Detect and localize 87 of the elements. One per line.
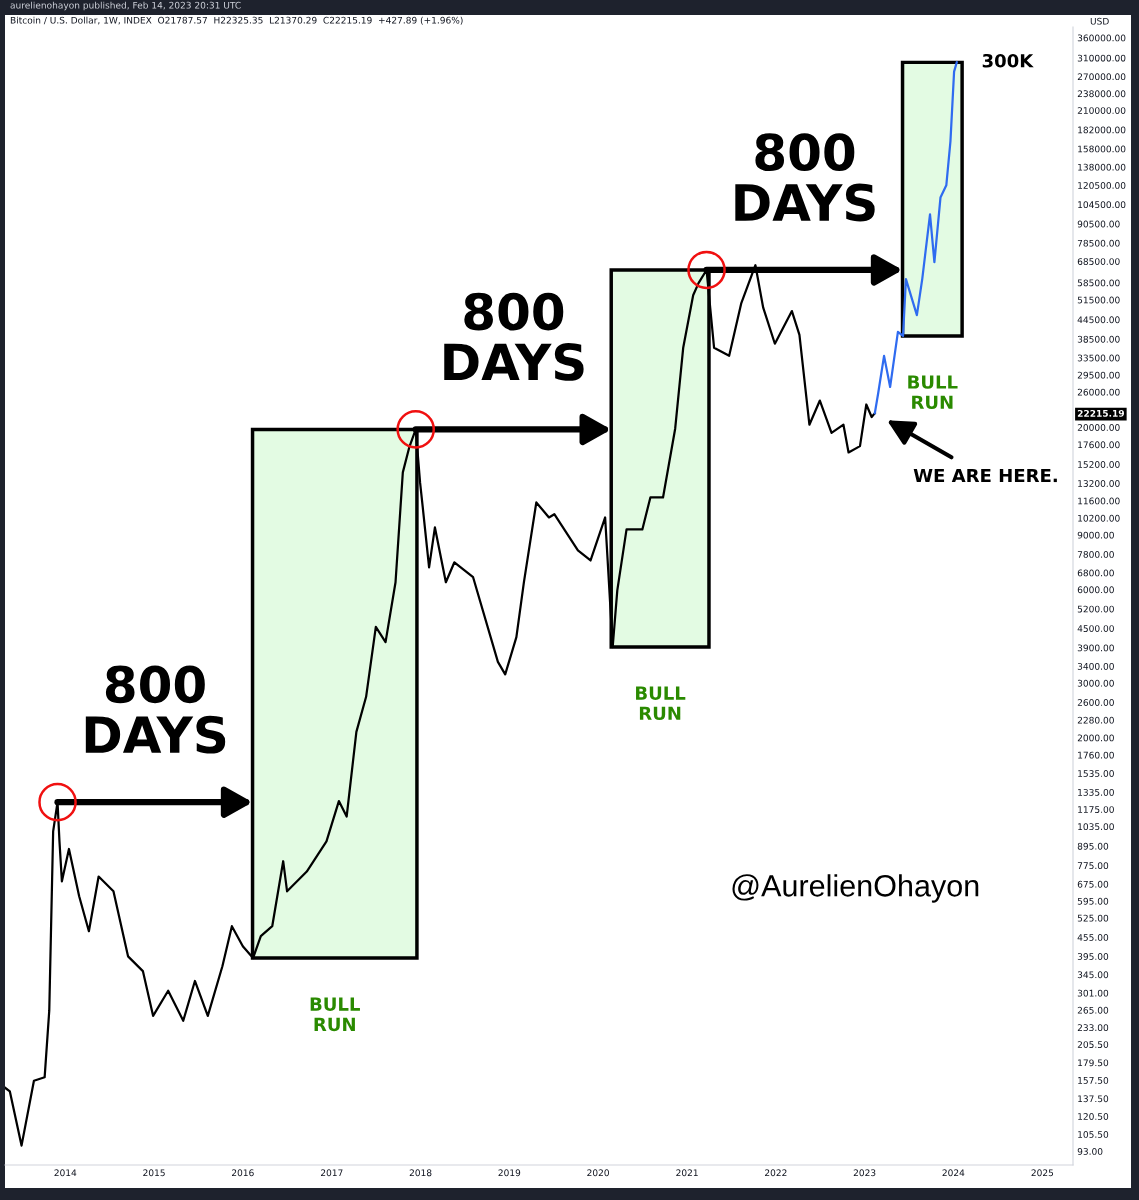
y-tick-label: 90500.00 [1077,220,1120,228]
y-tick-label: 1760.00 [1078,751,1114,759]
y-tick-label: 68500.00 [1077,258,1120,265]
x-tick-label: 2018 [409,1169,432,1177]
y-tick-label: 9000.00 [1077,531,1114,539]
y-tick-label: 33500.00 [1077,354,1120,362]
y-tick-label: 395.00 [1077,953,1109,960]
y-tick-label: 105.50 [1078,1131,1109,1138]
x-tick-label: 2019 [498,1169,521,1177]
y-tick-label: 310000.00 [1077,54,1126,62]
y-tick-label: 3900.00 [1077,644,1114,652]
x-tick-label: 2017 [320,1169,343,1177]
x-tick-label: 2021 [676,1169,698,1177]
y-tick-label: 5200.00 [1077,605,1114,613]
y-tick-label: 158000.00 [1078,145,1126,153]
y-tick-label: 270000.00 [1077,73,1126,81]
y-tick-label: 93.00 [1077,1148,1103,1155]
x-tick-label: 2022 [765,1169,787,1177]
y-tick-label: 301.00 [1077,989,1109,997]
chart-title: Bitcoin / U.S. Dollar, 1W, INDEX O21787.57 H22325.35 L21370.29 C22215.19 +427.89 (+1.96%) [10,16,463,25]
y-tick-label: 157.50 [1078,1077,1109,1084]
y-tick-label: 138000.00 [1078,163,1126,171]
y-tick-label: 104500.00 [1078,201,1126,209]
y-tick-label: 1035.00 [1078,823,1114,831]
y-tick-label: 7800.00 [1077,551,1114,558]
y-tick-label: 15200.00 [1078,461,1120,468]
y-tick-label: 2280.00 [1077,716,1114,724]
y-tick-label: 10200.00 [1078,514,1120,522]
y-tick-label: 1175.00 [1078,806,1114,813]
x-tick-label: 2016 [231,1169,254,1177]
y-tick-label: 1535.00 [1078,770,1114,777]
annotation: BULL RUN [908,375,958,410]
y-tick-label: 137.50 [1078,1095,1109,1103]
y-tick-label: 78500.00 [1077,239,1120,247]
y-tick-label: 2000.00 [1077,734,1114,742]
annotation: @AurelienOhayon [732,874,979,903]
x-tick-label: 2020 [587,1169,609,1177]
y-tick-label: 2600.00 [1077,699,1114,706]
y-tick-label: 20000.00 [1077,424,1120,431]
y-tick-label: 775.00 [1077,862,1109,870]
annotation: 800 DAYS [444,292,584,381]
annotation: BULL RUN [636,686,686,721]
y-tick-label: 44500.00 [1077,316,1120,324]
y-tick-label: 6000.00 [1077,586,1114,594]
line-series [873,61,958,415]
y-tick-label: 120500.00 [1078,182,1126,189]
x-tick-label: 2025 [1031,1169,1054,1177]
annotation: WE ARE HERE. [913,468,1057,483]
y-tick-label: 1335.00 [1078,788,1114,796]
y-tick-label: 675.00 [1077,880,1109,888]
y-tick-label: 58500.00 [1077,279,1120,287]
y-tick-label: 345.00 [1077,971,1109,979]
y-tick-label: 51500.00 [1077,296,1120,304]
y-tick-label: 525.00 [1077,914,1109,922]
y-tick-label: 238000.00 [1077,90,1126,98]
y-tick-label: 233.00 [1077,1024,1109,1032]
y-tick-label: 17600.00 [1078,441,1120,449]
y-tick-label: 3000.00 [1077,679,1114,687]
y-tick-label: 4500.00 [1077,625,1114,632]
y-tick-label: 22215.19 [1077,409,1124,417]
y-tick-label: 6800.00 [1077,569,1114,577]
y-tick-label: 455.00 [1077,934,1109,941]
y-axis-title: USD [1090,17,1109,25]
y-tick-label: 38500.00 [1077,335,1120,343]
annotation: 800 DAYS [85,665,226,754]
y-tick-label: 179.50 [1078,1059,1109,1067]
y-tick-label: 120.50 [1078,1113,1109,1120]
y-tick-label: 29500.00 [1077,371,1120,379]
annotation: BULL RUN [310,997,360,1032]
x-tick-label: 2024 [942,1169,965,1177]
y-tick-label: 13200.00 [1078,480,1120,487]
y-tick-label: 265.00 [1077,1006,1109,1014]
x-tick-label: 2015 [143,1169,165,1177]
y-tick-label: 26000.00 [1077,388,1120,396]
y-tick-label: 360000.00 [1077,34,1126,42]
annotation: 800 DAYS [735,133,875,222]
y-tick-label: 205.50 [1077,1041,1109,1048]
chart-subtitle: aurelienohayon published, Feb 14, 2023 20:31 UTC [10,1,241,11]
y-tick-label: 182000.00 [1078,126,1126,134]
y-tick-label: 210000.00 [1077,107,1126,114]
y-tick-label: 895.00 [1077,842,1109,850]
x-tick-label: 2023 [853,1169,876,1177]
annotation: 300K [982,53,1034,68]
y-tick-label: 595.00 [1077,897,1109,905]
y-tick-label: 3400.00 [1077,662,1114,670]
x-tick-label: 2014 [54,1169,77,1177]
y-tick-label: 11600.00 [1078,497,1120,505]
